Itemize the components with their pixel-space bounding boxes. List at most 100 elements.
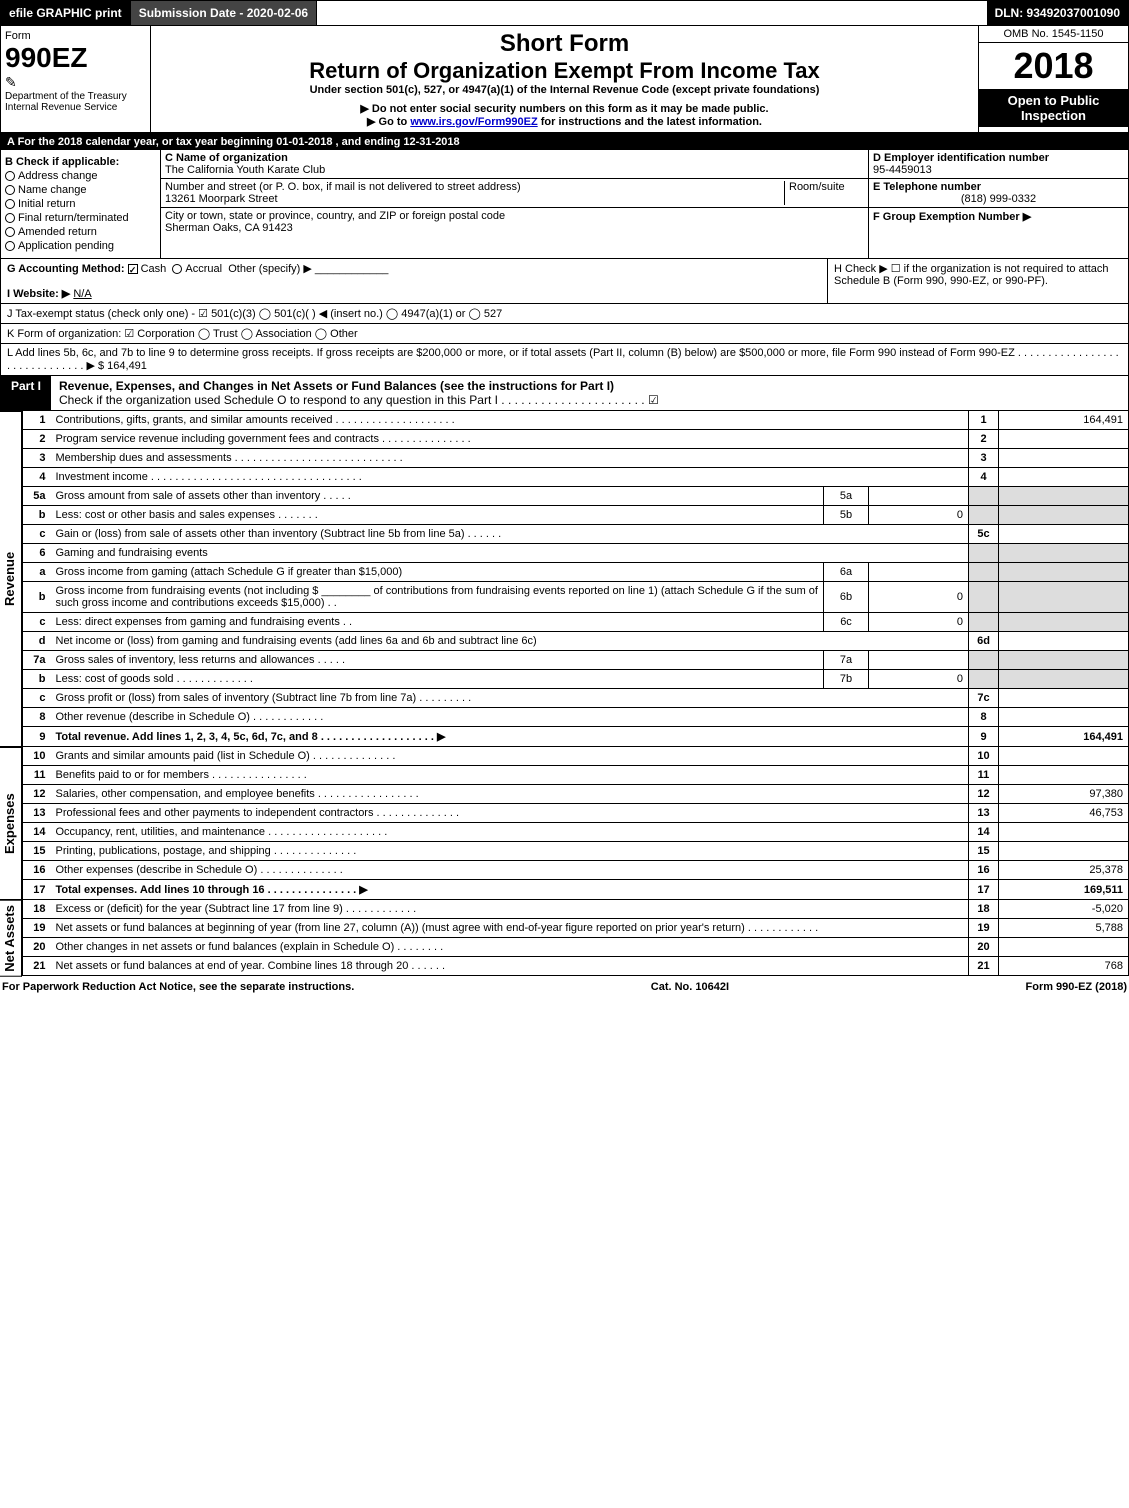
line-box: 3 (969, 449, 999, 468)
line-number: 8 (23, 708, 51, 727)
line-desc: Gain or (loss) from sale of assets other… (51, 525, 969, 544)
line-value: 46,753 (999, 804, 1129, 823)
line-desc: Other revenue (describe in Schedule O) .… (51, 708, 969, 727)
sub-value: 0 (869, 613, 969, 632)
line-box-shade (969, 582, 999, 613)
line-box-shade (969, 487, 999, 506)
table-row: 10Grants and similar amounts paid (list … (23, 747, 1129, 766)
line-value (999, 842, 1129, 861)
instructions-link[interactable]: www.irs.gov/Form990EZ (410, 116, 537, 128)
page-footer: For Paperwork Reduction Act Notice, see … (0, 977, 1129, 997)
chk-initial-return[interactable]: Initial return (5, 198, 156, 210)
chk-accrual[interactable] (172, 264, 182, 274)
chk-name-change[interactable]: Name change (5, 184, 156, 196)
form-of-organization: K Form of organization: ☑ Corporation ◯ … (0, 324, 1129, 344)
table-row: aGross income from gaming (attach Schedu… (23, 563, 1129, 582)
netassets-section: Net Assets 18Excess or (deficit) for the… (0, 900, 1129, 977)
part-1-tag: Part I (1, 376, 51, 410)
table-row: dNet income or (loss) from gaming and fu… (23, 632, 1129, 651)
top-bar: efile GRAPHIC print Submission Date - 20… (0, 0, 1129, 26)
footer-right: Form 990-EZ (2018) (1026, 981, 1127, 993)
line-value (999, 632, 1129, 651)
line-box: 15 (969, 842, 999, 861)
line-box: 4 (969, 468, 999, 487)
period-label: A For the 2018 calendar year, or tax yea… (7, 136, 276, 148)
table-row: 7aGross sales of inventory, less returns… (23, 651, 1129, 670)
dept-treasury: Department of the Treasury (5, 91, 146, 102)
line-number: 2 (23, 430, 51, 449)
sub-box: 5b (824, 506, 869, 525)
expenses-tab: Expenses (0, 747, 22, 900)
chk-amended-return[interactable]: Amended return (5, 226, 156, 238)
line-number: a (23, 563, 51, 582)
line-box: 11 (969, 766, 999, 785)
part-1-header: Part I Revenue, Expenses, and Changes in… (0, 376, 1129, 411)
period-mid: , and ending (336, 136, 404, 148)
chk-application-pending[interactable]: Application pending (5, 240, 156, 252)
room-suite: Room/suite (784, 181, 864, 205)
table-row: 18Excess or (deficit) for the year (Subt… (23, 900, 1129, 919)
sub-value (869, 563, 969, 582)
topbar-spacer (317, 1, 986, 25)
line-desc: Less: cost or other basis and sales expe… (51, 506, 824, 525)
line-number: 14 (23, 823, 51, 842)
org-name: The California Youth Karate Club (165, 164, 864, 176)
line-value-shade (999, 670, 1129, 689)
omb-number: OMB No. 1545-1150 (979, 26, 1128, 43)
phone-label: E Telephone number (873, 181, 1124, 193)
street-value: 13261 Moorpark Street (165, 193, 784, 205)
line-value-shade (999, 582, 1129, 613)
org-name-label: C Name of organization (165, 152, 864, 164)
line-desc: Gross income from gaming (attach Schedul… (51, 563, 824, 582)
line-number: 5a (23, 487, 51, 506)
line-value: 768 (999, 957, 1129, 976)
chk-address-change[interactable]: Address change (5, 170, 156, 182)
chk-cash[interactable] (128, 264, 138, 274)
city-row: City or town, state or province, country… (161, 208, 868, 236)
row-h: H Check ▶ ☐ if the organization is not r… (828, 259, 1128, 303)
box-c: C Name of organization The California Yo… (161, 150, 868, 258)
table-row: cGain or (loss) from sale of assets othe… (23, 525, 1129, 544)
line-value: 97,380 (999, 785, 1129, 804)
warn2-post: for instructions and the latest informat… (541, 116, 762, 128)
line-desc: Total revenue. Add lines 1, 2, 3, 4, 5c,… (51, 727, 969, 747)
table-row: 21Net assets or fund balances at end of … (23, 957, 1129, 976)
line-value (999, 689, 1129, 708)
line-value-shade (999, 651, 1129, 670)
box-d-e-f: D Employer identification number 95-4459… (868, 150, 1128, 258)
line-desc: Other expenses (describe in Schedule O) … (51, 861, 969, 880)
footer-mid: Cat. No. 10642I (651, 981, 729, 993)
table-row: 15Printing, publications, postage, and s… (23, 842, 1129, 861)
table-row: 5aGross amount from sale of assets other… (23, 487, 1129, 506)
line-box: 5c (969, 525, 999, 544)
line-box: 21 (969, 957, 999, 976)
ein-row: D Employer identification number 95-4459… (869, 150, 1128, 179)
line-value-shade (999, 544, 1129, 563)
line-box: 2 (969, 430, 999, 449)
part-1-check: Check if the organization used Schedule … (59, 393, 659, 407)
line-box: 1 (969, 411, 999, 430)
line-value-shade (999, 487, 1129, 506)
form-header: Form 990EZ ✎ Department of the Treasury … (0, 26, 1129, 134)
line-desc: Membership dues and assessments . . . . … (51, 449, 969, 468)
line-number: 13 (23, 804, 51, 823)
footer-left: For Paperwork Reduction Act Notice, see … (2, 981, 354, 993)
line-number: d (23, 632, 51, 651)
line-box: 9 (969, 727, 999, 747)
sub-value: 0 (869, 506, 969, 525)
website-value: N/A (73, 288, 91, 300)
main-title: Return of Organization Exempt From Incom… (155, 58, 974, 84)
line-number: 20 (23, 938, 51, 957)
efile-print-button[interactable]: efile GRAPHIC print (1, 1, 131, 25)
box-b-label: B Check if applicable: (5, 156, 156, 168)
line-number: b (23, 670, 51, 689)
line-desc: Gross income from fundraising events (no… (51, 582, 824, 613)
chk-final-return[interactable]: Final return/terminated (5, 212, 156, 224)
line-box: 20 (969, 938, 999, 957)
line-number: 21 (23, 957, 51, 976)
table-row: cGross profit or (loss) from sales of in… (23, 689, 1129, 708)
line-number: 17 (23, 880, 51, 900)
sub-box: 5a (824, 487, 869, 506)
phone-value: (818) 999-0332 (873, 193, 1124, 205)
accounting-method: G Accounting Method: Cash Accrual Other … (1, 259, 828, 303)
